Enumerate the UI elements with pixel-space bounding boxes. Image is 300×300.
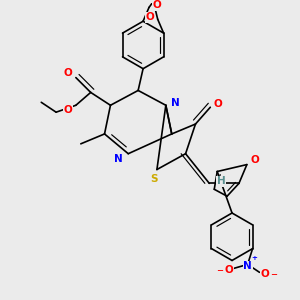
Text: O: O <box>64 68 72 78</box>
Text: −: − <box>270 270 277 279</box>
Text: −: − <box>217 266 224 275</box>
Text: S: S <box>150 174 158 184</box>
Text: N: N <box>171 98 180 108</box>
Text: +: + <box>252 256 257 262</box>
Text: O: O <box>64 105 72 115</box>
Text: O: O <box>152 0 161 11</box>
Text: O: O <box>146 12 154 22</box>
Text: N: N <box>114 154 123 164</box>
Text: H: H <box>217 176 226 186</box>
Text: O: O <box>224 265 233 275</box>
Text: O: O <box>214 99 223 109</box>
Text: O: O <box>250 154 259 165</box>
Text: O: O <box>260 269 269 279</box>
Text: N: N <box>243 261 252 272</box>
